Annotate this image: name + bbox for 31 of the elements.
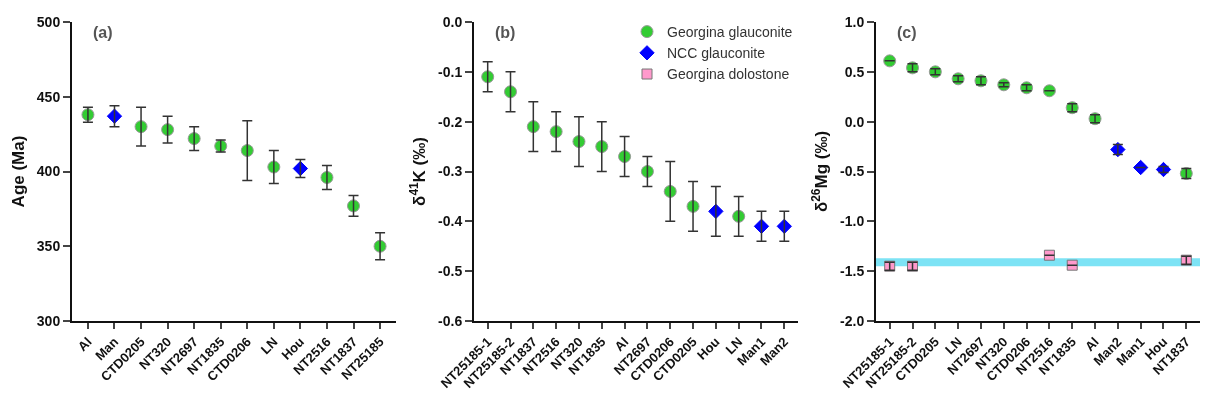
y-tick-label: 350 [36,238,61,255]
y-tick-label: -0.3 [438,163,463,180]
y-tick-label: -0.5 [438,263,463,280]
point [883,54,897,68]
legend-label: Georgina dolostone [667,66,790,83]
y-tick-label: 300 [36,312,61,329]
legend-label: Georgina glauconite [667,24,793,41]
y-tick-label: -0.5 [840,163,865,180]
y-tick-label: -0.1 [438,63,463,80]
y-tick-label: -0.4 [438,213,463,230]
point [1042,84,1056,98]
y-tick-label: -1.0 [840,213,865,230]
x-tick-label: Al [74,334,95,355]
y-tick-label: 1.0 [844,13,865,30]
y-tick-label: 500 [36,13,61,30]
y-axis-title: Age (Ma) [8,135,28,208]
x-tick-label: LN [257,334,281,358]
annotation: (c) [897,24,917,41]
y-tick-label: -2.0 [840,312,865,329]
y-tick-label: 0.5 [844,63,865,80]
point [1133,159,1149,176]
y-tick-label: -0.6 [438,312,463,329]
legend-label: NCC glauconite [667,45,766,62]
y-tick-label: -1.5 [840,263,865,280]
y-tick-label: 0.0 [844,113,865,130]
annotation: (a) [93,24,113,41]
y-tick-label: -0.2 [438,113,463,130]
y-tick-label: 400 [36,163,61,180]
y-tick-label: 0.0 [442,13,463,30]
y-tick-label: 450 [36,88,61,105]
annotation: (b) [495,24,516,41]
